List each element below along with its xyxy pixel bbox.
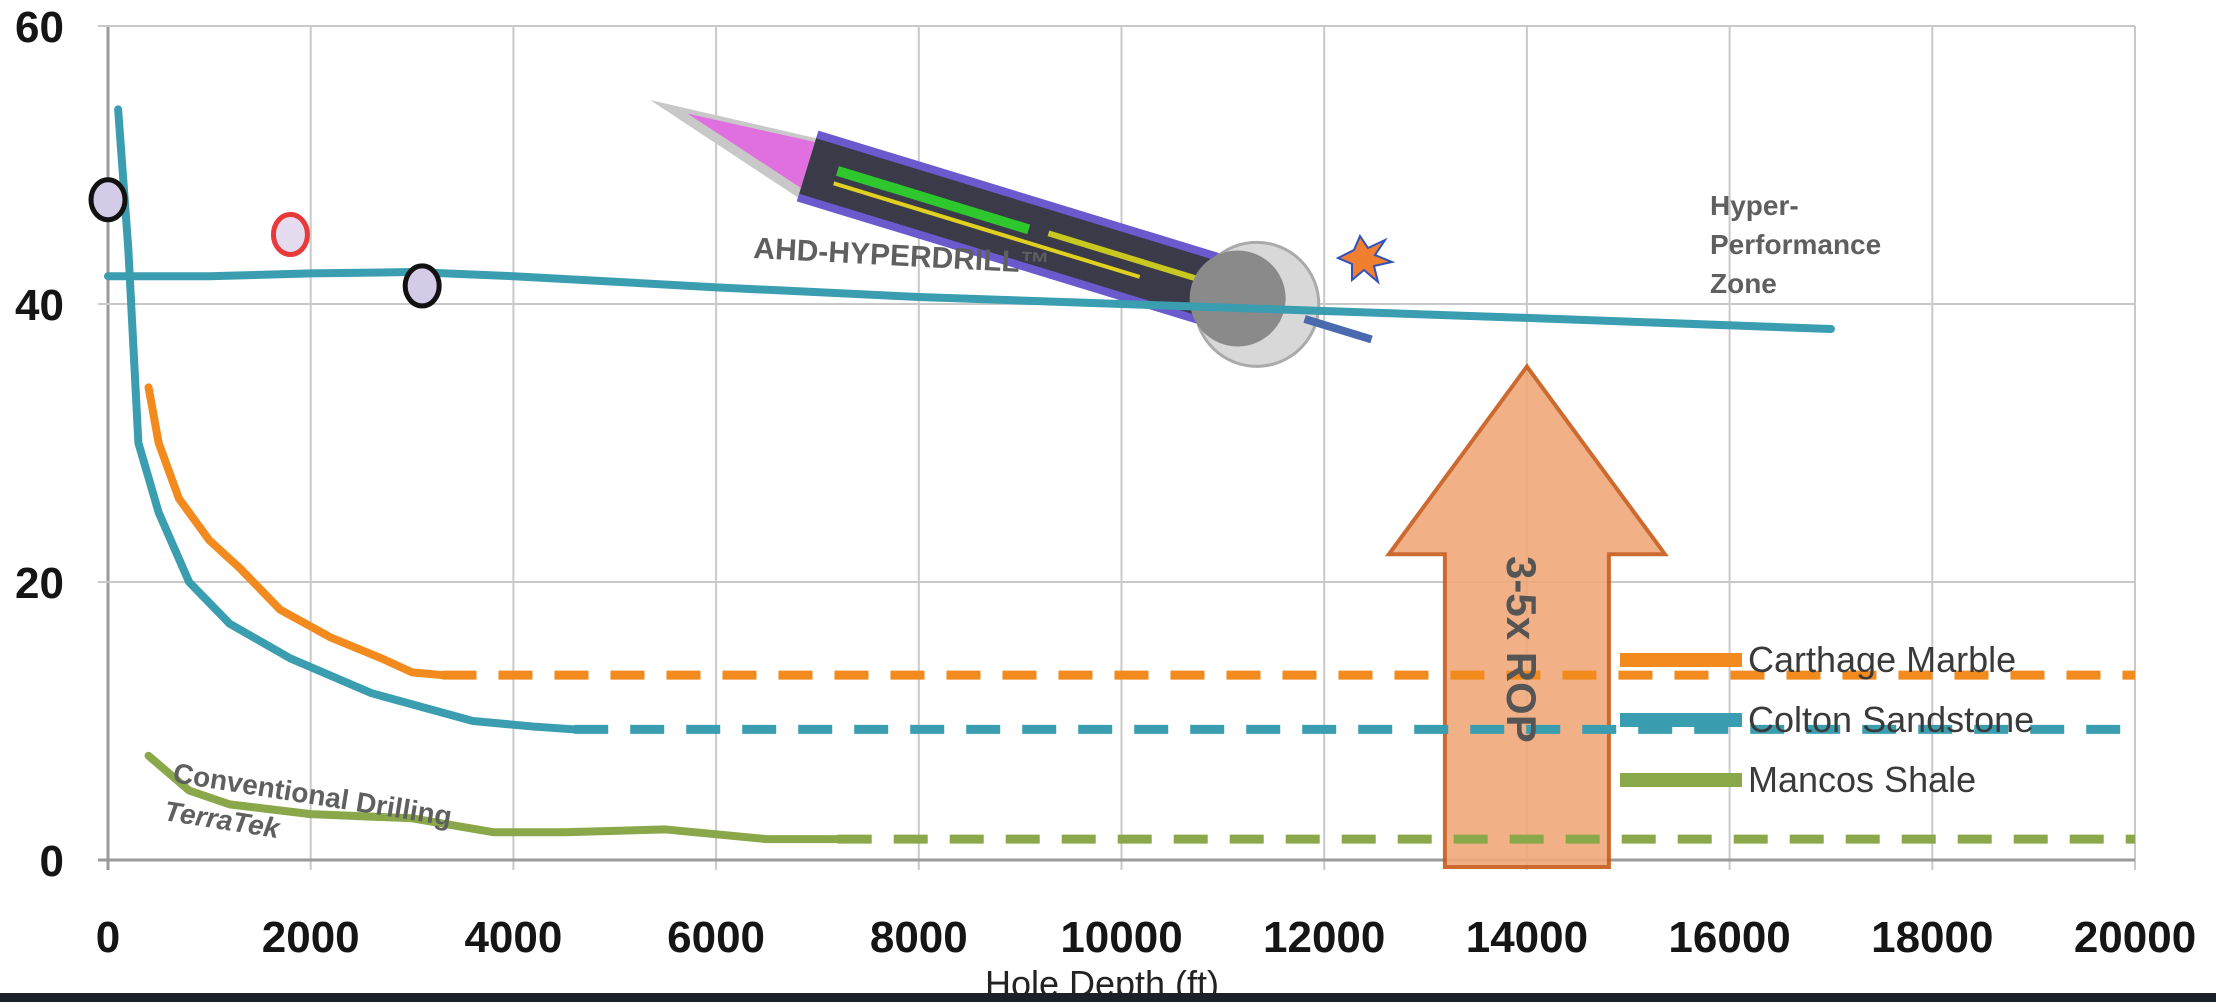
drill-core-green — [835, 166, 1031, 235]
y-tick-label: 20 — [15, 559, 64, 608]
y-tick-label: 40 — [15, 281, 64, 330]
x-tick-label: 14000 — [1466, 913, 1588, 962]
rop-arrow — [1384, 363, 1669, 869]
x-tick-label: 0 — [96, 913, 120, 962]
x-tick-label: 20000 — [2074, 913, 2196, 962]
x-tick-label: 18000 — [1871, 913, 1993, 962]
grid — [98, 25, 2136, 870]
spark-icon — [1335, 233, 1396, 285]
drill-shaft-top — [816, 130, 1259, 273]
series-layer — [104, 105, 2135, 844]
drill-shaft — [797, 136, 1257, 334]
data-marker-2 — [402, 263, 442, 309]
drill-cutter-face — [1189, 250, 1286, 347]
x-tick-label: 10000 — [1060, 913, 1182, 962]
drill-bit-body — [650, 100, 1373, 368]
drill-tip-inner — [687, 113, 815, 188]
legend: Carthage Marble Colton Sandstone Mancos Sh… — [1620, 639, 2034, 800]
x-tick-label: 4000 — [464, 913, 562, 962]
annotations: AHD-HYPERDRILL™ Hyper- Performance Zone … — [162, 190, 1881, 1004]
drill-nozzle — [1303, 315, 1373, 344]
x-tick-label: 8000 — [870, 913, 968, 962]
tick-labels: 0 2000 4000 6000 8000 10000 12000 14000 16000 180… — [15, 3, 2196, 962]
series-line-1 — [114, 105, 579, 734]
rop-arrow-group — [1384, 363, 1669, 869]
drill-core-yellow — [833, 181, 1141, 279]
drill-tip — [650, 100, 817, 198]
hyper-zone-label-line2: Performance — [1710, 229, 1881, 260]
series-line-2 — [144, 751, 842, 844]
series-line-0 — [144, 383, 447, 680]
window-bottom-bar — [0, 993, 2216, 1002]
hyper-zone-label-line1: Hyper- — [1710, 190, 1799, 221]
x-tick-label: 6000 — [667, 913, 765, 962]
drill-core-yellow2 — [1047, 230, 1222, 289]
data-marker-1 — [270, 212, 310, 257]
markers — [88, 177, 442, 309]
drill-bit-illustration — [650, 100, 1396, 368]
x-tick-label: 12000 — [1263, 913, 1385, 962]
y-tick-label: 0 — [40, 837, 64, 886]
legend-label-1: Colton Sandstone — [1748, 699, 2034, 740]
y-tick-label: 60 — [15, 3, 64, 52]
data-marker-0 — [88, 177, 128, 223]
legend-label-0: Carthage Marble — [1748, 639, 2016, 680]
rop-label: 3-5x ROP — [1498, 556, 1545, 743]
x-tick-label: 2000 — [262, 913, 360, 962]
legend-label-2: Mancos Shale — [1748, 759, 1976, 800]
series-line-3 — [104, 268, 1835, 334]
x-tick-label: 16000 — [1668, 913, 1790, 962]
hyper-zone-label-line3: Zone — [1710, 268, 1777, 299]
